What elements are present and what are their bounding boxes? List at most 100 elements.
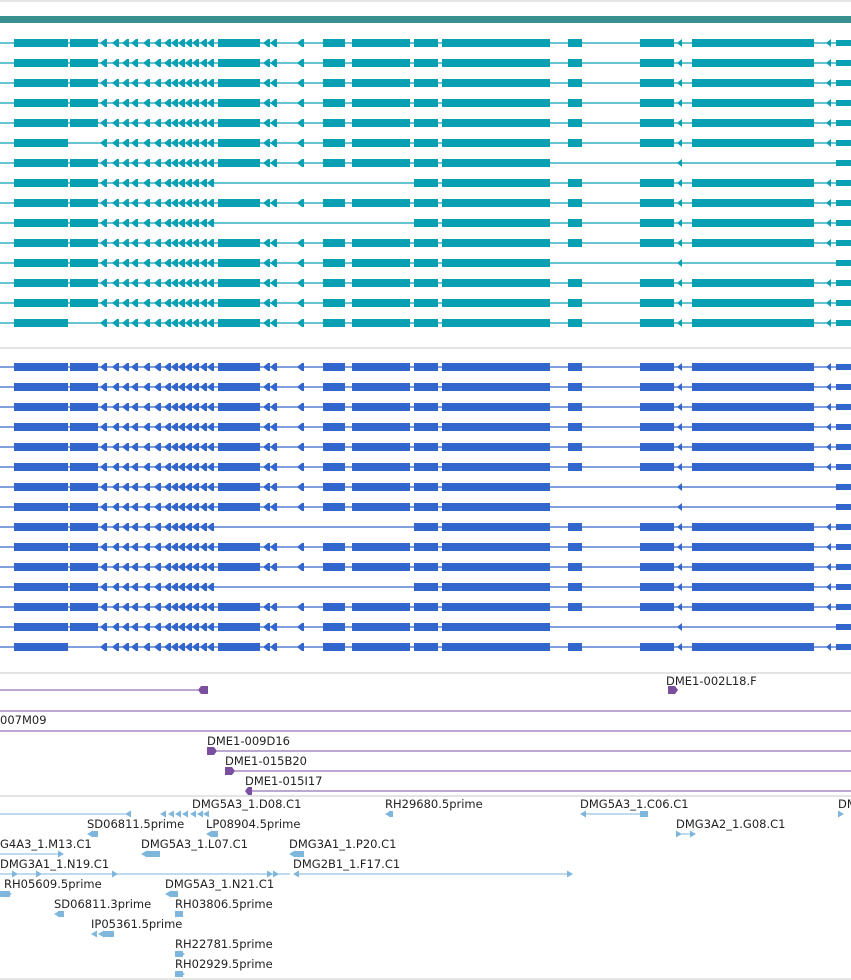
exon-block[interactable]: [218, 139, 260, 147]
est-label[interactable]: DMG5A3_1.C06.C1: [580, 797, 689, 811]
exon-arrow[interactable]: [122, 563, 129, 571]
exon-arrow[interactable]: [207, 403, 214, 411]
exon-arrow[interactable]: [677, 483, 682, 491]
exon-arrow[interactable]: [112, 423, 119, 431]
exon-arrow[interactable]: [143, 159, 150, 167]
exon-arrow[interactable]: [112, 279, 119, 287]
exon-arrow[interactable]: [164, 279, 171, 287]
est-label[interactable]: RH29680.5prime: [385, 797, 483, 811]
exon-arrow[interactable]: [178, 463, 185, 471]
exon-arrow[interactable]: [171, 503, 178, 511]
exon-arrow[interactable]: [122, 239, 129, 247]
exon-block[interactable]: [218, 119, 260, 127]
exon-block[interactable]: [692, 403, 814, 411]
exon-arrow[interactable]: [131, 159, 138, 167]
exon-block[interactable]: [323, 279, 345, 287]
exon-block[interactable]: [442, 643, 550, 651]
exon-arrow[interactable]: [122, 99, 129, 107]
exon-block[interactable]: [568, 99, 582, 107]
exon-arrow[interactable]: [164, 59, 171, 67]
exon-arrow[interactable]: [131, 279, 138, 287]
exon-arrow[interactable]: [185, 319, 192, 327]
exon-block[interactable]: [442, 299, 550, 307]
exon-block[interactable]: [14, 39, 68, 47]
exon-arrow[interactable]: [826, 643, 831, 651]
exon-block[interactable]: [442, 119, 550, 127]
exon-arrow[interactable]: [297, 403, 304, 411]
exon-arrow[interactable]: [826, 199, 831, 207]
exon-arrow[interactable]: [677, 319, 682, 327]
exon-arrow[interactable]: [297, 443, 304, 451]
exon-arrow[interactable]: [677, 563, 682, 571]
exon-arrow[interactable]: [100, 543, 107, 551]
exon-arrow[interactable]: [171, 603, 178, 611]
exon-block[interactable]: [640, 363, 674, 371]
transcript-row[interactable]: [0, 179, 851, 187]
est-arrow[interactable]: [289, 850, 295, 858]
exon-block[interactable]: [70, 363, 98, 371]
exon-arrow[interactable]: [100, 563, 107, 571]
exon-block[interactable]: [568, 583, 582, 591]
exon-arrow[interactable]: [164, 219, 171, 227]
exon-block[interactable]: [70, 603, 98, 611]
exon-arrow[interactable]: [826, 59, 831, 67]
exon-block[interactable]: [568, 119, 582, 127]
exon-arrow[interactable]: [112, 259, 119, 267]
exon-arrow[interactable]: [207, 423, 214, 431]
exon-arrow[interactable]: [677, 363, 682, 371]
exon-arrow[interactable]: [178, 443, 185, 451]
exon-block[interactable]: [836, 260, 851, 266]
exon-block[interactable]: [323, 423, 345, 431]
exon-arrow[interactable]: [154, 443, 161, 451]
exon-block[interactable]: [692, 239, 814, 247]
exon-arrow[interactable]: [297, 239, 304, 247]
exon-block[interactable]: [218, 623, 260, 631]
exon-arrow[interactable]: [297, 463, 304, 471]
transcript-row[interactable]: [0, 299, 851, 307]
exon-block[interactable]: [352, 279, 410, 287]
est-arrow[interactable]: [190, 810, 196, 818]
exon-arrow[interactable]: [677, 423, 682, 431]
exon-arrow[interactable]: [154, 563, 161, 571]
exon-block[interactable]: [414, 199, 438, 207]
exon-block[interactable]: [836, 220, 851, 226]
exon-arrow[interactable]: [112, 159, 119, 167]
exon-block[interactable]: [640, 59, 674, 67]
exon-block[interactable]: [323, 39, 345, 47]
exon-block[interactable]: [836, 624, 851, 630]
exon-arrow[interactable]: [131, 59, 138, 67]
exon-arrow[interactable]: [112, 119, 119, 127]
exon-block[interactable]: [640, 319, 674, 327]
exon-block[interactable]: [640, 583, 674, 591]
exon-arrow[interactable]: [171, 463, 178, 471]
exon-block[interactable]: [14, 643, 68, 651]
exon-block[interactable]: [836, 140, 851, 146]
clone-label-dme1-009d16[interactable]: DME1-009D16: [207, 734, 290, 748]
exon-arrow[interactable]: [164, 643, 171, 651]
exon-arrow[interactable]: [154, 139, 161, 147]
exon-block[interactable]: [568, 59, 582, 67]
exon-block[interactable]: [442, 279, 550, 287]
exon-arrow[interactable]: [164, 403, 171, 411]
exon-arrow[interactable]: [677, 299, 682, 307]
exon-arrow[interactable]: [297, 603, 304, 611]
exon-arrow[interactable]: [100, 239, 107, 247]
exon-arrow[interactable]: [207, 583, 214, 591]
est-label[interactable]: RH05609.5prime: [4, 877, 102, 891]
exon-block[interactable]: [442, 463, 550, 471]
exon-block[interactable]: [14, 239, 68, 247]
exon-arrow[interactable]: [131, 383, 138, 391]
exon-arrow[interactable]: [677, 39, 682, 47]
exon-block[interactable]: [442, 199, 550, 207]
exon-block[interactable]: [14, 299, 68, 307]
exon-block[interactable]: [640, 199, 674, 207]
exon-arrow[interactable]: [171, 259, 178, 267]
exon-arrow[interactable]: [207, 383, 214, 391]
exon-arrow[interactable]: [171, 299, 178, 307]
exon-block[interactable]: [692, 119, 814, 127]
exon-arrow[interactable]: [200, 643, 207, 651]
exon-block[interactable]: [352, 159, 410, 167]
exon-arrow[interactable]: [131, 99, 138, 107]
est-arrow[interactable]: [690, 830, 696, 838]
transcript-row[interactable]: [0, 383, 851, 391]
